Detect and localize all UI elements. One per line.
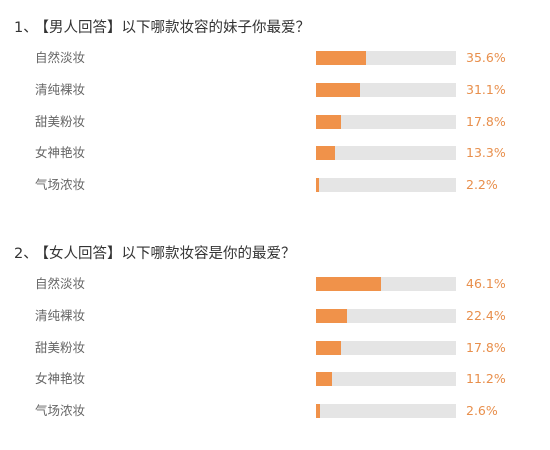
bar-row: 女神艳妆 11.2% [0, 369, 550, 389]
bar-track [316, 178, 456, 192]
question-number: 2、 [14, 246, 38, 262]
category-label: 甜美粉妆 [35, 339, 86, 355]
question-title: 1、 【男人回答】以下哪款妆容的妹子你最爱？ [14, 18, 310, 38]
bar-row: 甜美粉妆 17.8% [0, 338, 550, 358]
category-label: 女神艳妆 [35, 371, 86, 387]
percent-label: 2.6% [466, 403, 498, 418]
question-text: 【男人回答】以下哪款妆容的妹子你最爱？ [41, 20, 310, 36]
question-title: 2、 【女人回答】以下哪款妆容是你的最爱？ [14, 244, 295, 264]
bar-fill [316, 178, 320, 192]
question-text: 【女人回答】以下哪款妆容是你的最爱？ [41, 246, 296, 262]
bar-track [316, 82, 456, 97]
bar-row: 女神艳妆 13.3% [0, 143, 550, 163]
bar-fill [316, 114, 341, 129]
category-label: 自然淡妆 [35, 276, 86, 291]
bar-row: 气场浓妆 2.2% [0, 175, 550, 195]
bar-fill [316, 51, 366, 65]
percent-label: 35.6% [466, 50, 506, 65]
bar-row: 自然淡妆 46.1% [0, 274, 550, 294]
category-label: 气场浓妆 [35, 177, 86, 192]
bar-track [316, 340, 456, 355]
bar-fill [316, 308, 348, 323]
bar-fill [316, 146, 335, 161]
category-label: 女神艳妆 [35, 145, 86, 161]
category-label: 自然淡妆 [35, 50, 86, 65]
percent-label: 22.4% [466, 307, 506, 323]
question-number: 1、 [14, 20, 38, 36]
bar-track [316, 372, 456, 387]
category-label: 甜美粉妆 [35, 113, 86, 129]
bar-fill [316, 82, 360, 97]
bar-row: 自然淡妆 35.6% [0, 48, 550, 68]
percent-label: 31.1% [466, 81, 506, 97]
bar-fill [316, 340, 341, 355]
percent-label: 11.2% [466, 371, 506, 387]
percent-label: 46.1% [466, 276, 506, 291]
bar-track [316, 277, 456, 291]
bar-row: 气场浓妆 2.6% [0, 401, 550, 421]
bar-track [316, 308, 456, 323]
category-label: 清纯裸妆 [35, 81, 86, 97]
percent-label: 17.8% [466, 113, 506, 129]
category-label: 清纯裸妆 [35, 307, 86, 323]
bar-track [316, 146, 456, 161]
category-label: 气场浓妆 [35, 403, 86, 418]
bar-row: 清纯裸妆 31.1% [0, 80, 550, 100]
bar-track [316, 404, 456, 418]
bar-fill [316, 277, 381, 291]
bar-row: 清纯裸妆 22.4% [0, 306, 550, 326]
bar-fill [316, 404, 320, 418]
percent-label: 2.2% [466, 177, 498, 192]
percent-label: 13.3% [466, 145, 506, 161]
percent-label: 17.8% [466, 339, 506, 355]
bar-track [316, 51, 456, 65]
bar-row: 甜美粉妆 17.8% [0, 112, 550, 132]
bar-track [316, 114, 456, 129]
bar-fill [316, 372, 332, 387]
